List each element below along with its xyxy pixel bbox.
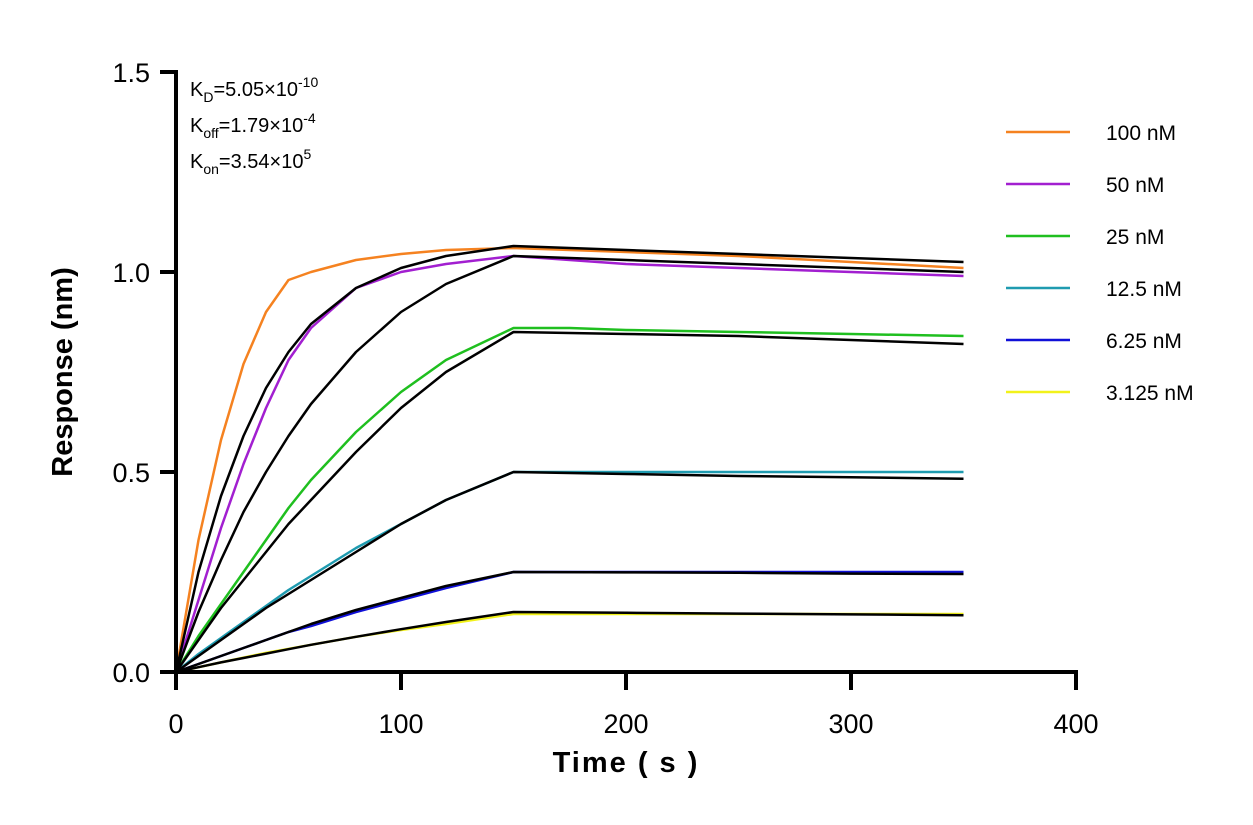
legend-label: 100 nM: [1106, 122, 1176, 145]
x-axis-title: Time ( s ): [553, 747, 700, 779]
x-tick-label: 0: [168, 709, 183, 739]
koff-mid: =1.79×10: [219, 115, 304, 137]
fit-line-3: [175, 470, 964, 674]
fit-line-1: [174, 254, 964, 673]
legend-label: 25 nM: [1106, 226, 1164, 249]
koff-annotation: Koff=1.79×10-4: [190, 110, 316, 141]
fit-line-0: [174, 244, 964, 673]
legend-label: 3.125 nM: [1106, 382, 1194, 405]
x-tick-label: 300: [828, 709, 873, 739]
kon-base: K: [190, 151, 204, 173]
koff-base: K: [190, 115, 204, 137]
kd-sup: -10: [298, 74, 318, 90]
x-tick-label: 400: [1053, 709, 1098, 739]
series-line-3: [175, 470, 964, 673]
kd-sub: D: [203, 89, 213, 105]
koff-sub: off: [203, 125, 218, 141]
kd-base: K: [190, 79, 204, 101]
x-tick-label: 200: [603, 709, 648, 739]
x-tick-label: 100: [378, 709, 423, 739]
y-ticks: 0.0 0.5 1.0 1.5: [112, 58, 176, 688]
kon-sup: 5: [303, 146, 311, 162]
plot-lines: [174, 244, 964, 674]
fit-line-5: [175, 610, 964, 674]
koff-sup: -4: [303, 110, 316, 126]
y-tick-label: 0.5: [112, 458, 150, 488]
kd-annotation: KD=5.05×10-10: [190, 74, 318, 105]
y-axis-title: Response (nm): [47, 267, 79, 476]
x-ticks: 0 100 200 300 400: [168, 672, 1099, 739]
series-line-0: [174, 246, 964, 673]
legend: 100 nM 50 nM 25 nM 12.5 nM 6.25 nM 3.125 nM: [1006, 122, 1194, 405]
y-tick-label: 1.5: [112, 58, 150, 88]
fit-line-2: [174, 330, 964, 673]
kd-mid: =5.05×10: [213, 79, 298, 101]
kon-mid: =3.54×10: [219, 151, 304, 173]
legend-label: 50 nM: [1106, 174, 1164, 197]
kon-annotation: Kon=3.54×105: [190, 146, 311, 177]
series-line-2: [174, 326, 964, 673]
legend-label: 6.25 nM: [1106, 330, 1182, 353]
y-tick-label: 1.0: [112, 258, 150, 288]
fit-line-4: [175, 570, 964, 674]
series-line-5: [175, 612, 964, 674]
legend-label: 12.5 nM: [1106, 278, 1182, 301]
kon-sub: on: [203, 161, 219, 177]
series-line-1: [174, 254, 964, 673]
y-tick-label: 0.0: [112, 658, 150, 688]
